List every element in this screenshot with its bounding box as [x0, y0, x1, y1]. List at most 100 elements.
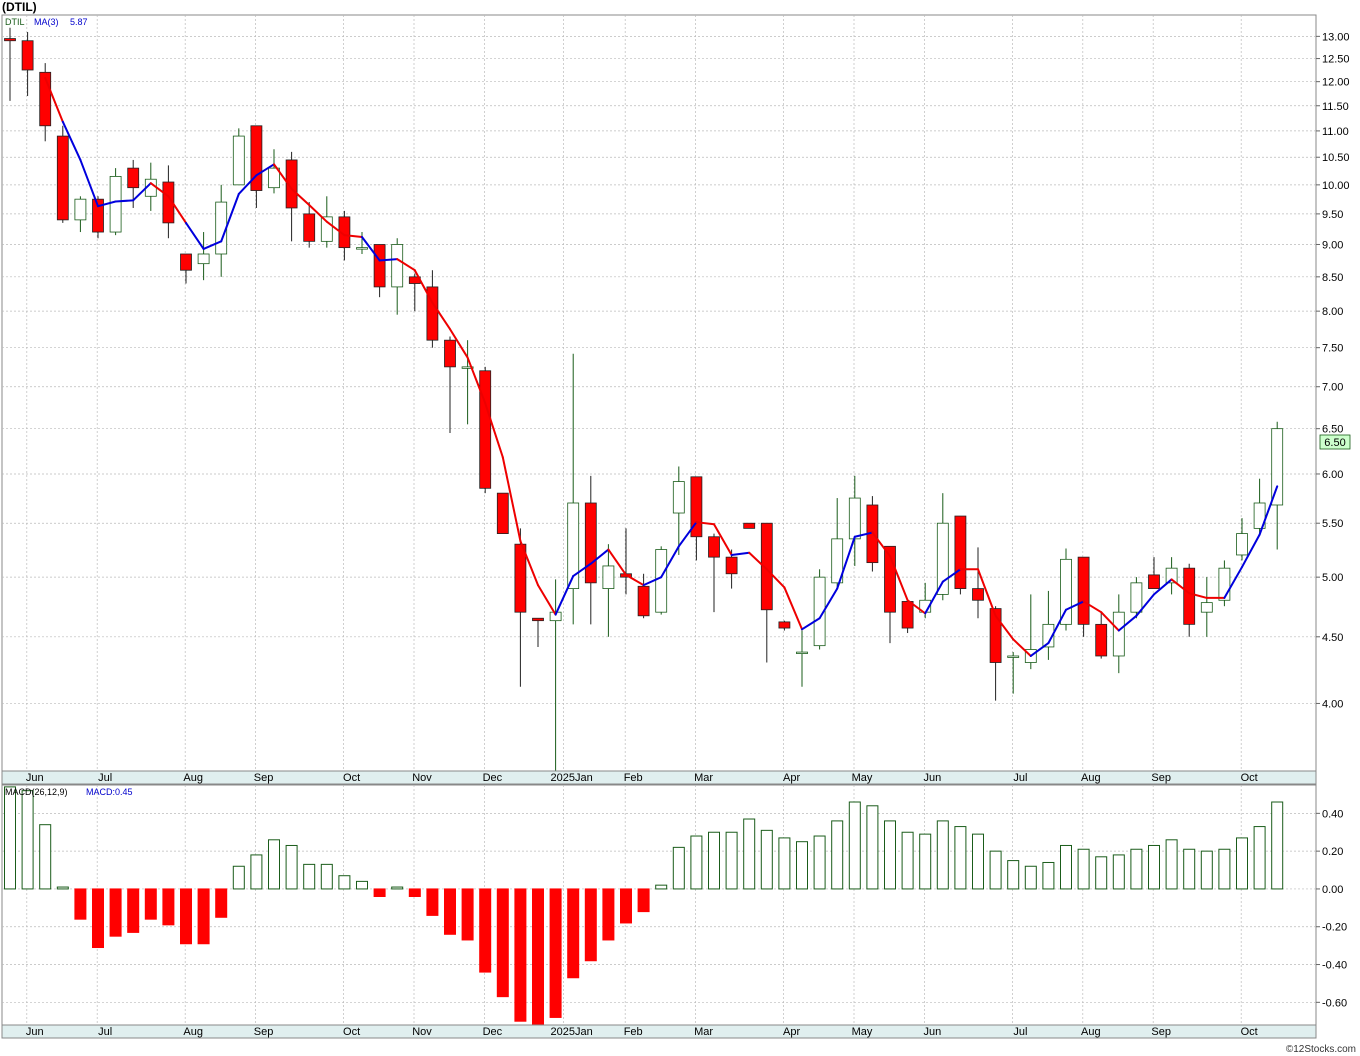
- ma-line-segment: [466, 356, 487, 405]
- ma-line-segment: [361, 235, 381, 262]
- macd-x-month-label: Aug: [1081, 1026, 1101, 1038]
- macd-bar: [690, 835, 703, 890]
- macd-bar: [672, 846, 685, 890]
- macd-bar: [1253, 826, 1266, 890]
- ma-line-segment: [185, 221, 205, 250]
- macd-bar: [1183, 848, 1196, 890]
- candle: [672, 466, 685, 555]
- macd-bar: [796, 841, 808, 890]
- ma-line-segment: [1135, 593, 1155, 617]
- candle: [1042, 590, 1055, 660]
- candle: [39, 63, 52, 142]
- macd-bar: [127, 888, 140, 933]
- macd-bar: [426, 888, 439, 916]
- macd-bar: [514, 888, 527, 1022]
- ma-line-segment: [273, 163, 293, 190]
- candle: [972, 547, 984, 619]
- ma-line-segment: [853, 531, 874, 538]
- macd-bar: [338, 875, 351, 890]
- ma-line-segment: [343, 234, 363, 238]
- ma-line-segment: [202, 240, 223, 250]
- candle: [197, 232, 210, 281]
- macd-x-month-label: Aug: [183, 1026, 203, 1038]
- price-x-month-label: Oct: [343, 772, 360, 784]
- price-x-month-label: Sep: [1151, 772, 1171, 784]
- macd-bar: [1060, 844, 1072, 890]
- ma-line-segment: [1170, 578, 1191, 595]
- macd-bar: [936, 820, 949, 890]
- ma-line-segment: [308, 204, 328, 223]
- macd-x-month-label: Oct: [343, 1026, 360, 1038]
- ma-line-segment: [220, 192, 240, 243]
- candle: [1148, 557, 1160, 589]
- candle: [496, 492, 509, 534]
- macd-bar: [1130, 848, 1143, 890]
- ma-line-segment: [818, 587, 839, 620]
- candle: [778, 620, 791, 631]
- candle: [884, 545, 896, 644]
- macd-bar: [496, 888, 509, 998]
- candle: [708, 533, 720, 613]
- ma-line-segment: [255, 163, 275, 177]
- macd-bar: [1095, 856, 1108, 890]
- macd-x-axis-band: [1, 1024, 1317, 1039]
- candle: [303, 202, 316, 248]
- macd-bar: [21, 790, 34, 890]
- macd-bar: [866, 805, 879, 890]
- price-y-tick-label: 13.00: [1322, 31, 1350, 43]
- macd-bar: [1218, 848, 1231, 890]
- ma-line-segment: [1012, 638, 1032, 657]
- ma-line-segment: [1065, 600, 1085, 611]
- ma-line-segment: [977, 568, 997, 617]
- price-x-month-label: Nov: [412, 772, 432, 784]
- candle: [373, 244, 386, 298]
- candle: [1183, 563, 1196, 637]
- macd-x-month-label: Oct: [1241, 1026, 1258, 1038]
- macd-bar: [1148, 844, 1160, 890]
- price-x-month-label: Mar: [694, 772, 713, 784]
- candle: [1200, 577, 1213, 637]
- chart-title: (DTIL): [2, 0, 37, 14]
- ma-line-segment: [149, 182, 170, 198]
- ma-line-segment: [132, 182, 152, 202]
- macd-bar: [637, 888, 650, 913]
- candle: [602, 544, 615, 637]
- candle: [532, 617, 544, 647]
- candle: [250, 125, 263, 208]
- macd-bar: [725, 831, 738, 890]
- macd-legend-value: MACD:0.45: [86, 787, 133, 797]
- macd-y-tick-label: -0.20: [1322, 922, 1347, 934]
- macd-y-tick-label: 0.00: [1322, 884, 1343, 896]
- macd-bar: [356, 880, 368, 890]
- price-y-tick-label: 6.50: [1322, 424, 1343, 436]
- ma-line-segment: [572, 562, 592, 578]
- candle: [813, 569, 826, 650]
- macd-bar: [56, 886, 69, 890]
- ma-line-segment: [237, 174, 258, 195]
- macd-y-tick-label: 0.40: [1322, 808, 1343, 820]
- ma-line-segment: [589, 548, 610, 565]
- price-x-month-label: Jun: [26, 772, 44, 784]
- macd-bar: [743, 818, 756, 890]
- candle: [1236, 518, 1248, 561]
- macd-bar: [584, 888, 597, 962]
- candle: [690, 476, 703, 561]
- candle: [1253, 478, 1266, 534]
- price-y-tick-label: 10.50: [1322, 152, 1350, 164]
- ma-line-segment: [607, 548, 627, 576]
- macd-bar: [567, 888, 580, 979]
- ma-line-segment: [554, 575, 575, 616]
- macd-x-month-label: Sep: [254, 1026, 274, 1038]
- macd-bar: [972, 833, 984, 890]
- candle: [1112, 594, 1125, 674]
- ma-line-segment: [431, 301, 451, 331]
- macd-bar: [74, 888, 87, 920]
- ma-line-segment: [519, 539, 539, 587]
- macd-bar: [479, 888, 492, 973]
- price-x-month-label: Jul: [98, 772, 112, 784]
- ma-line-segment: [677, 521, 698, 548]
- macd-x-month-label: 2025Jan: [550, 1026, 592, 1038]
- candle: [514, 528, 527, 687]
- price-x-month-label: Aug: [1081, 772, 1101, 784]
